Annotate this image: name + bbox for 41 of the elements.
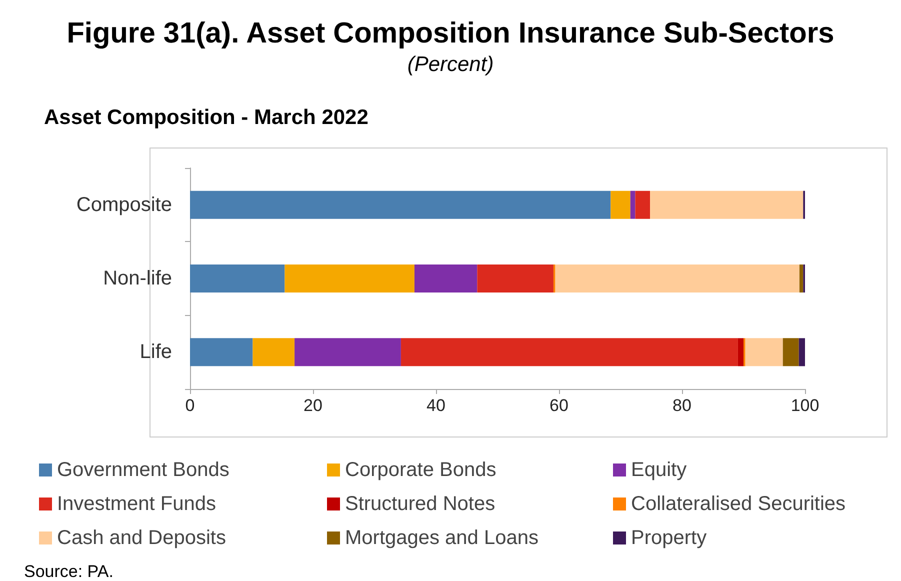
source-note: Source: PA. <box>24 562 114 581</box>
bar <box>190 264 285 292</box>
legend-label: Mortgages and Loans <box>345 527 538 549</box>
bar <box>252 338 295 366</box>
x-tick-label: 20 <box>304 396 322 415</box>
bar <box>630 190 636 219</box>
y-tick-label: Non-life <box>103 268 172 290</box>
chart-title: Figure 31(a). Asset Composition Insurance Sub-Sectors <box>66 18 834 50</box>
y-tick-label: Life <box>140 341 172 364</box>
chart-subtitle: (Percent) <box>407 53 494 76</box>
legend-label: Investment Funds <box>57 493 216 515</box>
bar <box>799 264 804 292</box>
bar <box>190 190 611 219</box>
bar <box>284 264 414 292</box>
bar <box>477 264 554 292</box>
y-tick-label: Composite <box>76 194 172 216</box>
bar <box>294 338 401 366</box>
legend-label: Property <box>631 527 707 549</box>
legend-label: Structured Notes <box>345 493 496 515</box>
text: Asset Composition - March 2022 <box>44 106 368 129</box>
x-tick-label: 60 <box>550 396 568 415</box>
legend-label: Collateralised Securities <box>631 493 846 515</box>
legend-label: Equity <box>631 459 687 481</box>
bar <box>414 264 478 292</box>
bar <box>190 338 253 366</box>
bar <box>738 338 744 366</box>
legend-label: Government Bonds <box>57 459 230 481</box>
legend-label: Corporate Bonds <box>345 459 496 481</box>
legend-label: Cash and Deposits <box>57 527 226 549</box>
bar <box>650 190 804 219</box>
bar <box>400 338 738 366</box>
bar <box>610 190 630 219</box>
x-tick-label: 0 <box>185 396 195 415</box>
x-tick-label: 80 <box>672 396 692 415</box>
x-tick-label: 40 <box>426 396 446 415</box>
x-tick-label: 100 <box>790 396 820 415</box>
bar <box>782 338 799 366</box>
bar <box>555 264 800 292</box>
bar <box>798 338 805 366</box>
bar <box>745 338 783 366</box>
bar <box>635 190 650 219</box>
